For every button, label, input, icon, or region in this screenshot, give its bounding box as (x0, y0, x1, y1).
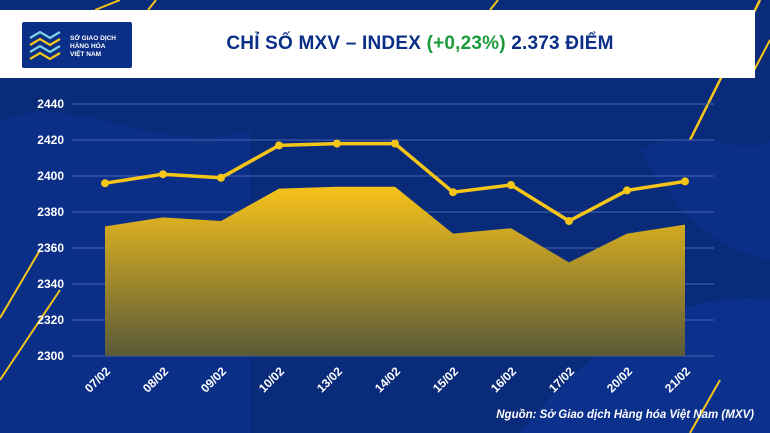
y-tick-label: 2400 (37, 169, 64, 183)
logo-text-line-2: HÀNG HÓA (70, 43, 106, 50)
line-point (275, 141, 283, 150)
y-tick-label: 2440 (37, 97, 64, 111)
x-tick-label: 09/02 (198, 364, 229, 395)
title-change: (+0,23%) (426, 33, 506, 54)
area-series (105, 186, 685, 356)
line-point (333, 139, 341, 148)
title-main: CHỈ SỐ MXV – INDEX (226, 33, 422, 54)
line-point (681, 177, 689, 186)
y-tick-label: 2320 (37, 313, 64, 327)
line-point (159, 170, 167, 179)
x-tick-label: 13/02 (314, 364, 345, 395)
header-banner: SỞ GIAO DỊCH HÀNG HÓA VIỆT NAM CHỈ SỐ MX… (0, 10, 755, 78)
y-axis-ticks: 2440 2420 2400 2380 2360 2340 2320 2300 (37, 97, 64, 363)
y-tick-label: 2360 (37, 241, 64, 255)
x-tick-label: 14/02 (372, 364, 403, 395)
y-tick-label: 2380 (37, 205, 64, 219)
line-point (101, 179, 109, 188)
source-note: Nguồn: Sở Giao dịch Hàng hóa Việt Nam (M… (496, 409, 754, 421)
x-tick-label: 15/02 (430, 364, 461, 395)
chart-title: CHỈ SỐ MXV – INDEX (+0,23%) 2.373 ĐIỂM (150, 10, 690, 78)
line-point (449, 188, 457, 197)
logo-text-line-3: VIỆT NAM (70, 51, 102, 58)
line-point (391, 139, 399, 148)
x-tick-label: 08/02 (140, 364, 171, 395)
x-tick-label: 16/02 (488, 364, 519, 395)
x-tick-label: 10/02 (256, 364, 287, 395)
x-tick-label: 17/02 (546, 364, 577, 395)
y-tick-label: 2340 (37, 277, 64, 291)
y-tick-label: 2420 (37, 133, 64, 147)
x-tick-label: 20/02 (604, 364, 635, 395)
line-series-layer (101, 139, 689, 225)
x-axis-ticks: 07/02 08/02 09/02 10/02 13/02 14/02 15/02 16/02… (82, 364, 693, 395)
line-point (217, 173, 225, 182)
mxv-logo: SỞ GIAO DỊCH HÀNG HÓA VIỆT NAM (22, 22, 132, 68)
x-tick-label: 07/02 (82, 364, 113, 395)
title-value: 2.373 ĐIỂM (511, 33, 614, 54)
y-tick-label: 2300 (37, 349, 64, 363)
line-point (565, 217, 573, 225)
logo-wave-icon (29, 30, 61, 60)
x-tick-label: 21/02 (662, 364, 693, 395)
line-point (507, 181, 515, 189)
line-point (623, 186, 631, 195)
area-series-layer (105, 186, 685, 356)
logo-text-line-1: SỞ GIAO DỊCH (70, 35, 116, 42)
